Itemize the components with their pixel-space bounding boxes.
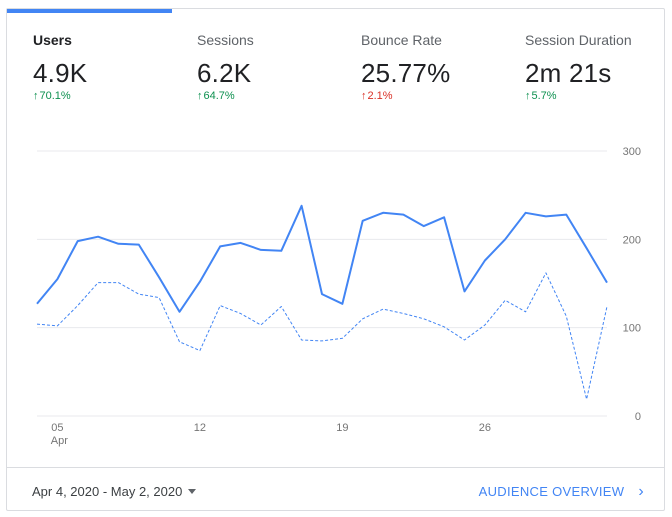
metric-delta: ↑2.1%: [361, 90, 393, 102]
metric-label: Bounce Rate: [361, 32, 442, 48]
metric-delta-value: 5.7%: [531, 90, 557, 102]
metric-delta: ↑70.1%: [33, 90, 71, 102]
metric-value: 25.77%: [361, 58, 451, 88]
metric-tab-bounce-rate[interactable]: Bounce Rate 25.77% ↑2.1%: [335, 9, 500, 109]
y-tick-label: 100: [623, 323, 641, 335]
y-tick-label: 0: [635, 411, 641, 423]
metric-delta-value: 2.1%: [367, 90, 393, 102]
x-tick-label: 19: [336, 422, 348, 434]
active-tab-indicator: [7, 9, 172, 13]
y-tick-label: 200: [623, 234, 641, 246]
arrow-up-icon: ↑: [197, 90, 203, 102]
metric-value: 6.2K: [197, 58, 252, 88]
metric-label: Sessions: [197, 32, 254, 48]
card-footer: Apr 4, 2020 - May 2, 2020 AUDIENCE OVERV…: [7, 467, 664, 513]
arrow-up-icon: ↑: [525, 90, 531, 102]
audience-overview-label: AUDIENCE OVERVIEW: [478, 484, 625, 499]
date-range-selector[interactable]: Apr 4, 2020 - May 2, 2020: [32, 484, 197, 499]
y-tick-label: 300: [623, 146, 641, 158]
metric-delta-value: 70.1%: [39, 90, 71, 102]
x-tick-label: 26: [479, 422, 491, 434]
metric-value: 4.9K: [33, 58, 88, 88]
metric-delta: ↑64.7%: [197, 90, 235, 102]
chevron-right-icon: ›: [638, 483, 644, 501]
caret-down-icon: [188, 489, 197, 495]
metric-value: 2m 21s: [525, 58, 612, 88]
audience-overview-link[interactable]: AUDIENCE OVERVIEW ›: [478, 483, 644, 501]
metric-delta: ↑5.7%: [525, 90, 557, 102]
metric-tab-session-duration[interactable]: Session Duration 2m 21s ↑5.7%: [499, 9, 664, 109]
arrow-up-icon: ↑: [361, 90, 367, 102]
metric-label: Users: [33, 32, 72, 48]
x-tick-label: 05: [51, 422, 63, 434]
date-range-label: Apr 4, 2020 - May 2, 2020: [32, 484, 183, 499]
analytics-card: Users 4.9K ↑70.1% Sessions 6.2K ↑64.7% B…: [6, 8, 665, 511]
series-line-previous: [36, 272, 608, 400]
arrow-up-icon: ↑: [33, 90, 39, 102]
metric-tab-users[interactable]: Users 4.9K ↑70.1%: [7, 9, 172, 109]
metric-tabs: Users 4.9K ↑70.1% Sessions 6.2K ↑64.7% B…: [7, 9, 664, 119]
x-tick-label: 12: [194, 422, 206, 434]
x-tick-sublabel: Apr: [51, 435, 68, 447]
series-line-current: [36, 204, 608, 313]
metric-label: Session Duration: [525, 32, 632, 48]
metric-tab-sessions[interactable]: Sessions 6.2K ↑64.7%: [171, 9, 336, 109]
metric-delta-value: 64.7%: [203, 90, 235, 102]
